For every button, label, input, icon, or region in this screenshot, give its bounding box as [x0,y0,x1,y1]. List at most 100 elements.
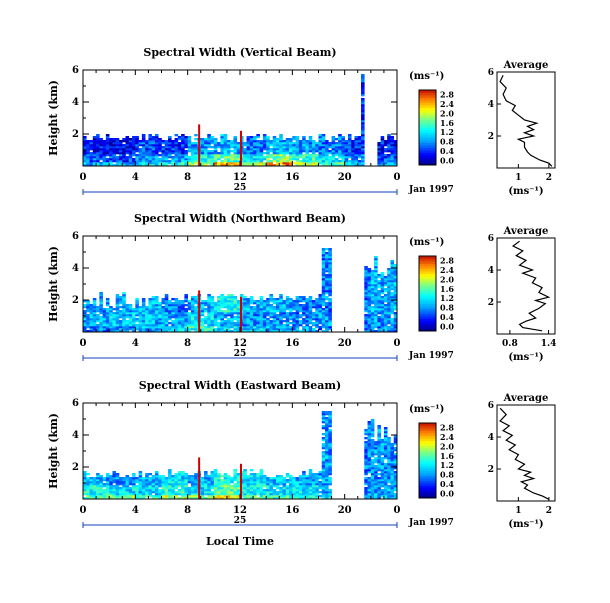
colorbar: (ms⁻¹)0.00.40.81.21.62.02.42.8 [409,237,454,332]
heatmap-cell [168,479,172,482]
heatmap-cell [289,326,293,329]
colorbar-swatch [419,321,436,324]
heatmap-cell [200,326,205,329]
heatmap-cell [164,487,169,490]
heatmap-cell [249,300,254,303]
heatmap-cell [380,495,385,498]
heatmap-cell [226,142,231,145]
heatmap-cell [325,314,329,317]
heatmap-cell [367,274,372,277]
heatmap-cell [236,142,241,145]
heatmap-cell [383,469,388,472]
heatmap-cell [141,162,146,165]
heatmap-cell [305,324,309,327]
heatmap-cell [226,477,231,480]
heatmap-cell [380,138,385,141]
heatmap-cell [190,493,195,496]
heatmap-cell [328,491,332,494]
heatmap-cell [377,485,381,488]
heatmap-cell [295,320,300,323]
heatmap-cell [285,495,290,498]
heatmap-cell [393,298,398,301]
heatmap-cell [210,491,215,494]
colorbar-swatch [419,326,436,329]
heatmap-cell [295,487,300,490]
heatmap-cell [305,493,309,496]
heatmap-cell [135,158,139,161]
heatmap-cell [275,304,280,307]
heatmap-cell [282,320,287,323]
heatmap-cell [246,312,251,315]
heatmap-cell [118,479,123,482]
heatmap-cell [259,489,264,492]
colorbar-tick-label: 0.8 [440,137,454,147]
heatmap-cell [190,300,195,303]
heatmap-cell [282,314,287,317]
heatmap-cell [213,164,218,167]
heatmap-cell [325,328,329,331]
heatmap-cell [125,491,130,494]
heatmap-cell [86,326,90,329]
heatmap-cell [272,306,277,309]
heatmap-cell [308,493,313,496]
x-tick-label: 8 [184,338,191,349]
heatmap-cell [164,148,169,151]
colorbar-tick-label: 0.8 [440,303,454,313]
heatmap-cell [321,154,326,157]
heatmap-cell [364,465,368,468]
heatmap-cell [233,324,238,327]
heatmap-cell [361,134,365,137]
heatmap-cell [328,326,332,329]
heatmap-cell [262,483,267,486]
heatmap-cell [393,461,398,464]
heatmap-cell [223,320,228,323]
heatmap-cell [92,489,97,492]
heatmap-cell [266,306,270,309]
heatmap-cell [325,491,329,494]
heatmap-cell [295,150,300,153]
heatmap-cell [364,447,368,450]
heatmap-cell [236,148,241,151]
heatmap-cell [367,330,372,333]
heatmap-cell [190,144,195,147]
heatmap-cell [315,485,319,488]
heatmap-cell [370,463,375,466]
heatmap-cell [204,140,208,143]
heatmap-cell [387,475,391,478]
heatmap-cell [230,142,234,145]
heatmap-cell [102,483,107,486]
heatmap-cell [207,479,211,482]
heatmap-cell [279,481,283,484]
heatmap-cell [141,306,146,309]
heatmap-cell [154,473,159,476]
heatmap-cell [141,298,146,301]
heatmap-cell [308,308,313,311]
heatmap-cell [370,493,375,496]
heatmap-cell [364,459,368,462]
heatmap-cell [328,286,332,289]
heatmap-cell [269,495,274,498]
heatmap-cell [321,152,326,155]
heatmap-cell [233,328,238,331]
heatmap-cell [148,148,152,151]
heatmap-cell [383,148,388,151]
heatmap-cell [168,136,172,139]
heatmap-cell [102,140,107,143]
heatmap-cell [128,479,133,482]
heatmap-cell [387,148,391,151]
y-axis-label: Height (km) [47,80,60,156]
heatmap-cell [236,491,241,494]
heatmap-cell [102,489,107,492]
heatmap-cell [141,160,146,163]
heatmap-cell [145,324,149,327]
heatmap-cell [364,463,368,466]
heatmap-cell [96,144,100,147]
heatmap-cell [194,134,198,137]
heatmap-cell [390,322,395,325]
heatmap-cell [207,152,211,155]
heatmap-cell [321,294,326,297]
heatmap-cell [141,310,146,313]
heatmap-cell [86,487,90,490]
heatmap-cell [207,324,211,327]
heatmap-cell [295,160,300,163]
